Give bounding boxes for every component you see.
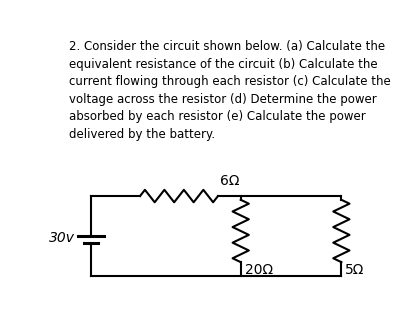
Text: 30v: 30v [49, 231, 75, 246]
Text: 5Ω: 5Ω [345, 263, 365, 277]
Text: 2. Consider the circuit shown below. (a) Calculate the
equivalent resistance of : 2. Consider the circuit shown below. (a)… [69, 40, 391, 141]
Text: 20Ω: 20Ω [245, 263, 273, 277]
Text: 6Ω: 6Ω [220, 174, 239, 188]
